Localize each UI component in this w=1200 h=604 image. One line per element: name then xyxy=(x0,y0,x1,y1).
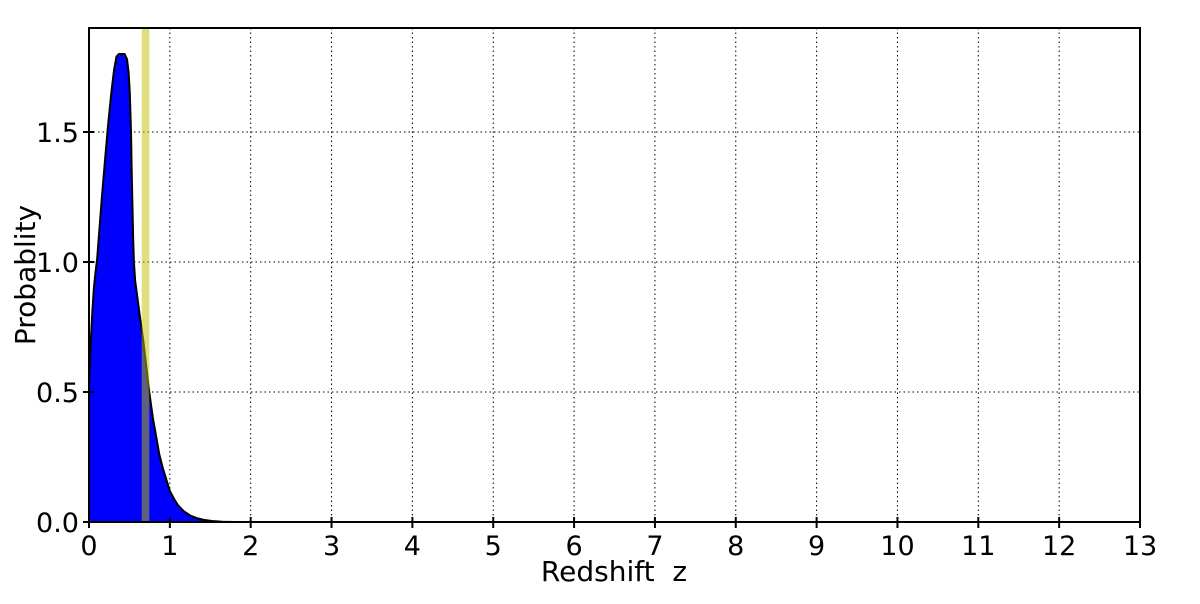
y-tick-label: 1.0 xyxy=(36,248,79,279)
density-curve-layer xyxy=(88,53,236,523)
x-axis-label: Redshift z xyxy=(541,555,687,588)
x-tick-label: 2 xyxy=(242,531,259,562)
density-curve xyxy=(88,53,236,523)
x-tick-label: 5 xyxy=(485,531,502,562)
x-tick-label: 8 xyxy=(727,531,744,562)
x-tick-label: 6 xyxy=(565,531,582,562)
x-tick-label: 7 xyxy=(646,531,663,562)
x-tick-label: 10 xyxy=(880,531,914,562)
x-tick-label: 13 xyxy=(1123,531,1157,562)
y-tick-label: 1.5 xyxy=(36,118,79,149)
highlight-band xyxy=(141,28,150,522)
x-tick-label: 0 xyxy=(80,531,97,562)
plot-border xyxy=(88,27,1141,523)
x-tick-label: 12 xyxy=(1042,531,1076,562)
x-tick-label: 4 xyxy=(404,531,421,562)
y-axis-label: Probablity xyxy=(9,205,42,345)
y-tick-label: 0.0 xyxy=(36,508,79,539)
x-tick-label: 11 xyxy=(961,531,995,562)
y-tick-label: 0.5 xyxy=(36,378,79,409)
highlight-band-layer xyxy=(141,28,150,522)
x-tick-label: 9 xyxy=(808,531,825,562)
x-tick-label: 3 xyxy=(323,531,340,562)
axes-layer: 0 1 2 3 4 5 6 7 8 9 10 11 12 130.00.51.01.5 xyxy=(36,27,1157,562)
gridlines xyxy=(89,28,1140,522)
x-tick-label: 1 xyxy=(161,531,178,562)
